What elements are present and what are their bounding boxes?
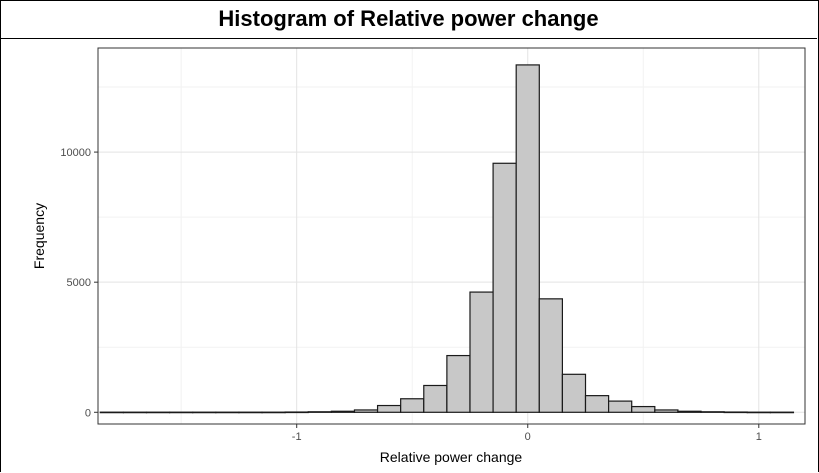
histogram-bar — [376, 404, 402, 413]
histogram-bar — [423, 384, 448, 413]
histogram-bar — [561, 373, 587, 413]
histogram-bar — [353, 409, 379, 413]
histogram-bar — [654, 409, 679, 413]
histogram-bar — [238, 411, 263, 414]
histogram-bar — [169, 411, 194, 414]
y-tick-label: 5000 — [67, 277, 91, 289]
histogram-bar — [700, 411, 725, 413]
histogram-bar — [284, 411, 309, 414]
histogram-bar — [677, 410, 702, 413]
x-tick-label: -1 — [292, 431, 302, 443]
y-tick-label: 10000 — [60, 147, 91, 159]
histogram-bar — [330, 410, 356, 413]
histogram-bar — [307, 411, 332, 413]
histogram-bar — [608, 400, 633, 413]
x-axis: -1 0 1 — [292, 424, 762, 443]
histogram-bar — [215, 411, 240, 414]
histogram-bar — [122, 411, 148, 414]
histogram-bar — [584, 395, 610, 413]
y-tick-label: 0 — [85, 407, 91, 419]
histogram-bar — [145, 411, 171, 414]
histogram-bar — [99, 411, 125, 414]
histogram-bar — [469, 291, 494, 413]
x-axis-label: Relative power change — [380, 449, 523, 465]
histogram-bar — [492, 162, 517, 413]
y-axis: 0 5000 10000 — [60, 147, 98, 419]
page-title: Histogram of Relative power change — [218, 6, 599, 31]
plot-panel-border — [97, 47, 806, 425]
histogram-bar — [538, 298, 564, 413]
histogram-bar — [192, 411, 217, 414]
x-tick-label: 1 — [756, 431, 762, 443]
minor-gridlines — [98, 48, 805, 424]
title-bar: Histogram of Relative power change — [0, 0, 817, 39]
histogram-bar — [261, 411, 286, 414]
histogram-bar — [631, 405, 656, 413]
histogram-bar — [515, 64, 540, 413]
histogram-bar — [446, 354, 471, 413]
histogram-bar — [723, 411, 748, 414]
histogram-bar — [400, 398, 425, 413]
x-tick-label: 0 — [525, 431, 531, 443]
y-axis-label: Frequency — [31, 203, 47, 269]
histogram-bar — [769, 411, 795, 414]
histogram-bars — [99, 64, 795, 414]
histogram-bar — [746, 411, 771, 414]
